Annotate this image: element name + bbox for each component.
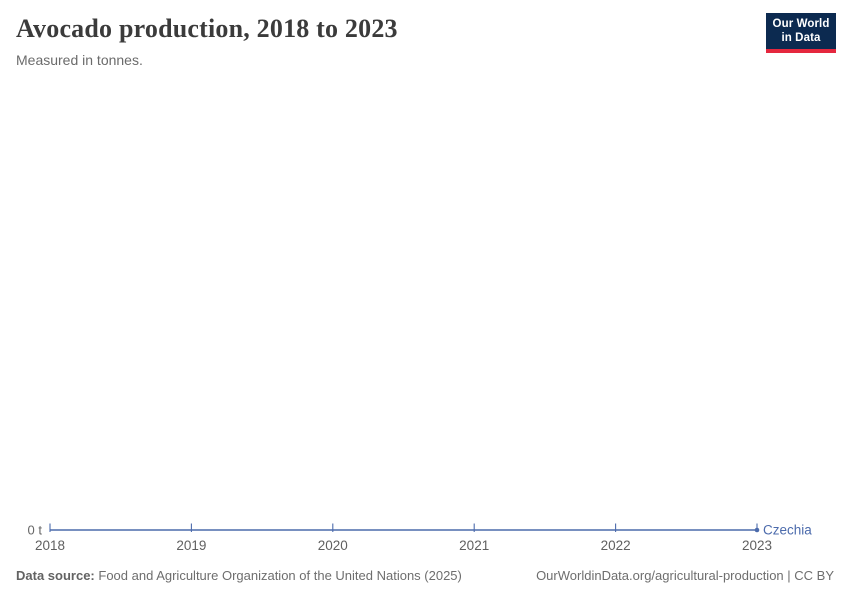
plot-area: 2018 2019 2020 2021 2022 2023 0 t Czechia — [28, 523, 813, 554]
data-source-text: Food and Agriculture Organization of the… — [98, 568, 462, 583]
chart-footer: Data source: Food and Agriculture Organi… — [16, 568, 834, 583]
series-end-marker — [754, 527, 760, 533]
x-axis-tick-label: 2019 — [176, 538, 206, 553]
owid-logo[interactable]: Our World in Data — [766, 13, 836, 53]
x-axis-tick-label: 2022 — [601, 538, 631, 553]
owid-logo-line1: Our World — [772, 17, 830, 30]
owid-url-license-link[interactable]: OurWorldinData.org/agricultural-producti… — [536, 568, 834, 583]
y-axis-tick-label: 0 t — [28, 523, 43, 538]
chart-subtitle: Measured in tonnes. — [16, 52, 143, 68]
x-axis-tick-label: 2021 — [459, 538, 489, 553]
x-axis-tick-label: 2023 — [742, 538, 772, 553]
x-axis-tick-label: 2020 — [318, 538, 348, 553]
chart-title: Avocado production, 2018 to 2023 — [16, 14, 398, 43]
owid-logo-line2: in Data — [781, 32, 821, 44]
data-source-note: Data source: Food and Agriculture Organi… — [16, 568, 462, 583]
x-axis-tick-label: 2018 — [35, 538, 65, 553]
series-label-czechia[interactable]: Czechia — [763, 523, 812, 538]
data-source-label: Data source: — [16, 568, 95, 583]
